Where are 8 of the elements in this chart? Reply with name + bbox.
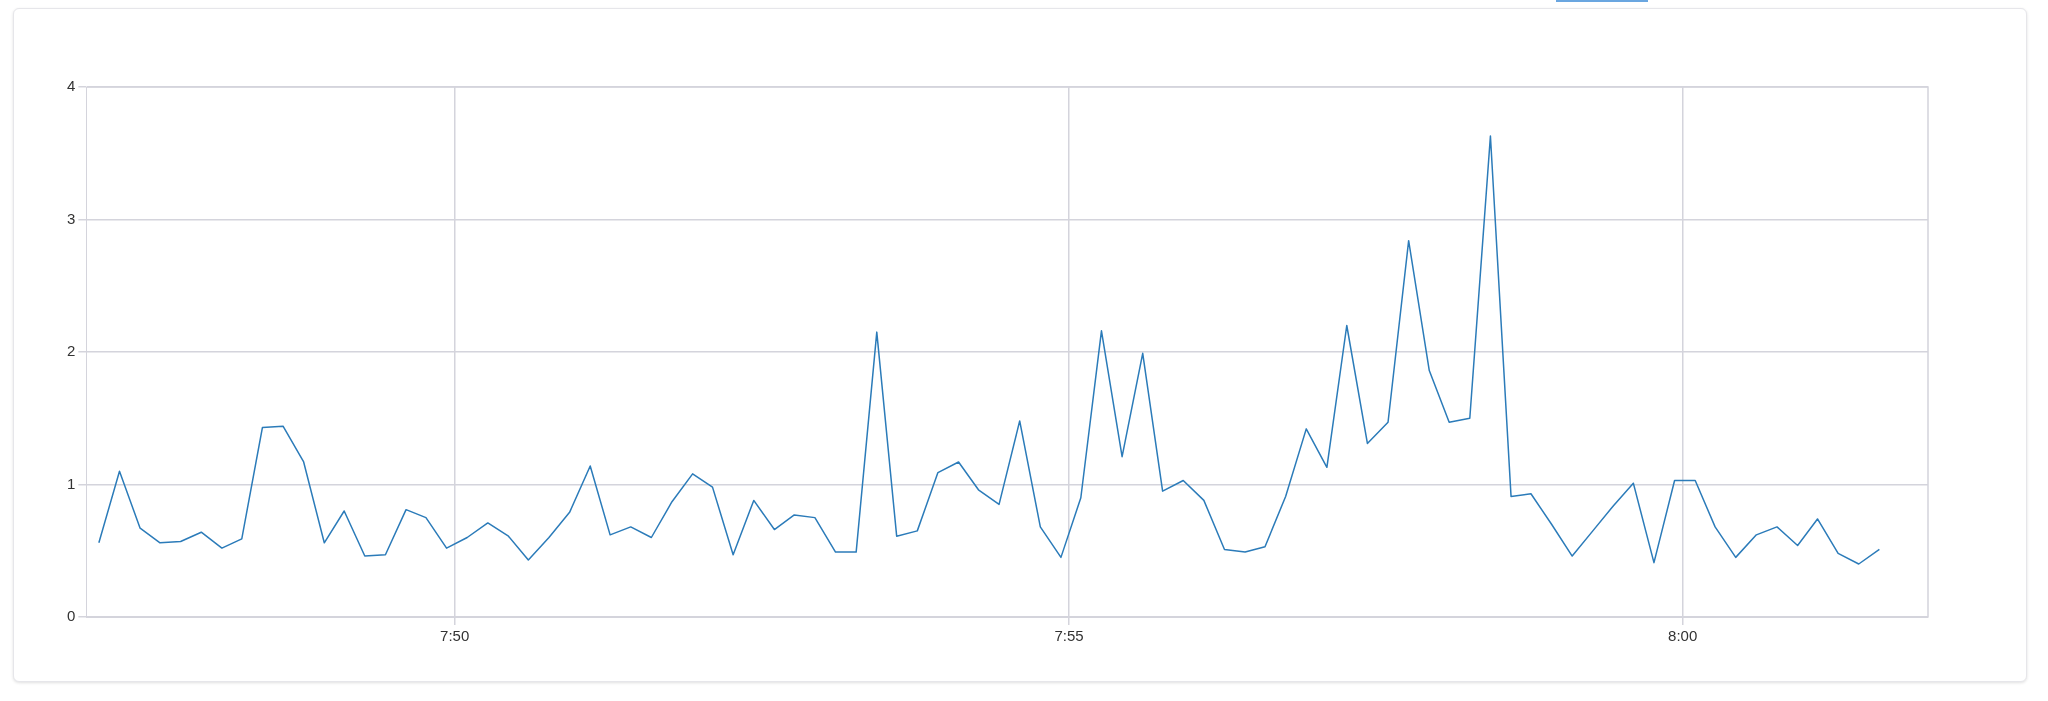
y-tick-label: 2: [67, 342, 76, 360]
x-tick-label: 7:55: [1054, 627, 1084, 645]
x-tick-label: 8:00: [1668, 627, 1698, 645]
y-tick-label: 3: [67, 209, 76, 227]
y-tick-label: 4: [67, 77, 76, 95]
y-tick-label: 0: [67, 607, 76, 625]
y-tick-label: 1: [67, 474, 76, 492]
x-tick-label: 7:50: [440, 627, 470, 645]
